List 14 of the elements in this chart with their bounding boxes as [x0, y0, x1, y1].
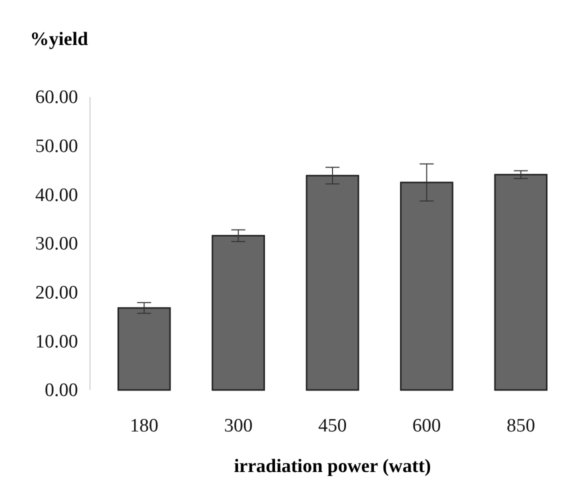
y-tick-label: 20.00	[35, 282, 78, 304]
x-tick-label: 850	[506, 415, 536, 436]
y-tick-label: 50.00	[35, 136, 78, 157]
x-tick-label: 180	[130, 415, 158, 436]
y-tick-label: 60.00	[35, 87, 78, 108]
y-tick-label: 10.00	[35, 331, 78, 352]
y-tick-label: 40.00	[35, 184, 78, 206]
x-tick-label: 450	[318, 415, 347, 436]
x-tick-label: 600	[412, 415, 441, 436]
x-tick-label: 300	[224, 415, 253, 436]
y-axis-title: %yield	[30, 29, 88, 50]
x-axis-title: irradiation power (watt)	[234, 456, 432, 477]
y-tick-label: 30.00	[35, 234, 78, 255]
y-tick-label: 0.00	[44, 380, 78, 402]
